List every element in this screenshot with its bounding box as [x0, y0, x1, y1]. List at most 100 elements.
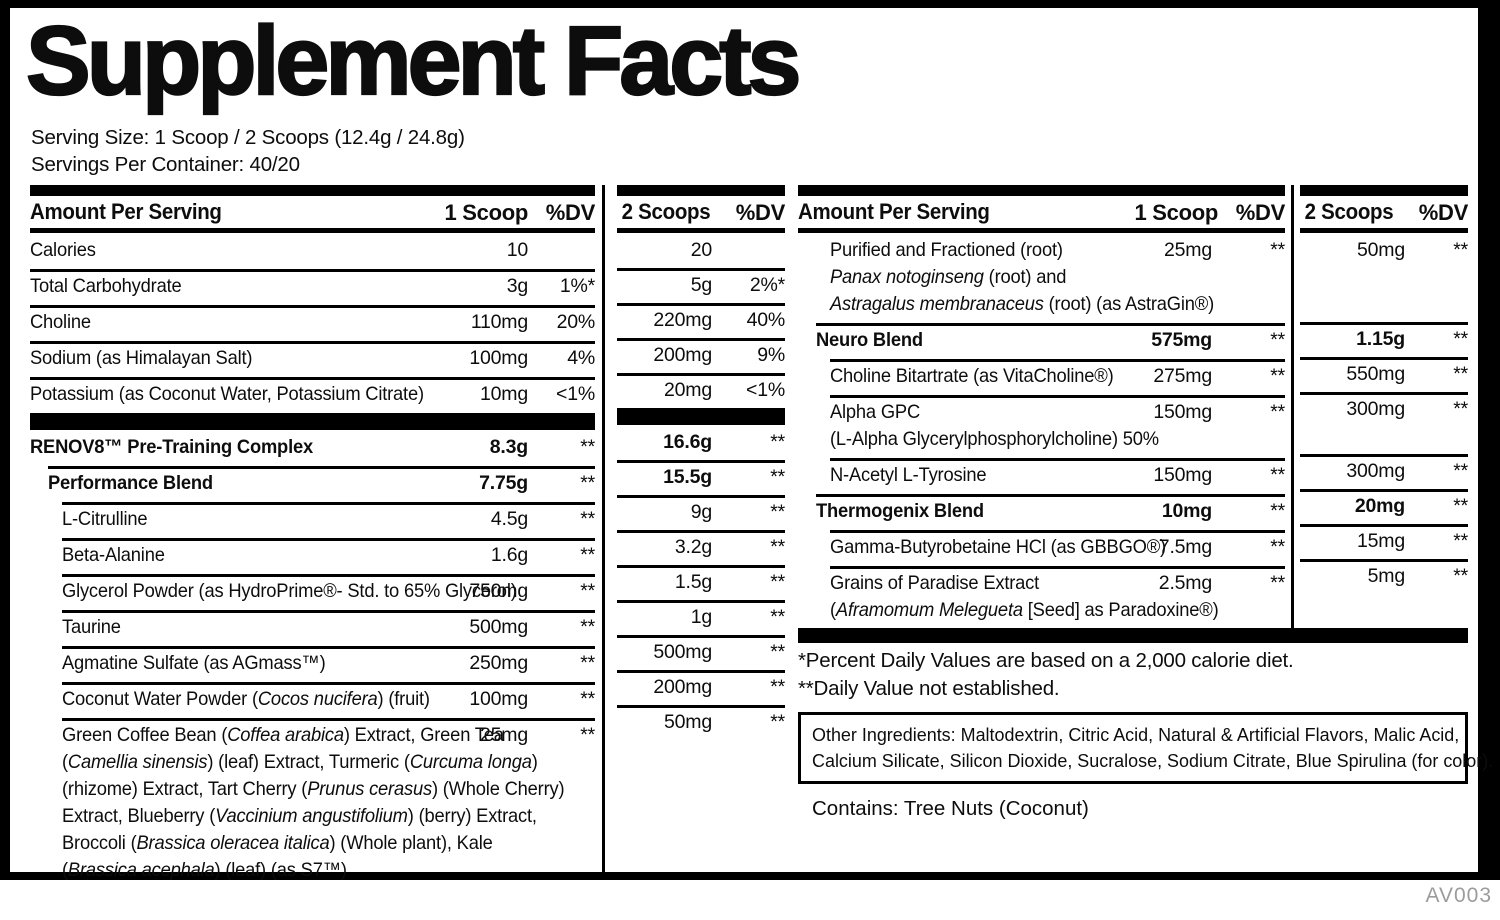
ingredient-text: Coconut Water Powder ( — [62, 688, 258, 710]
table-row: Sodium (as Himalayan Salt) 100mg 4% — [30, 341, 595, 377]
ingredient-text: Agmatine Sulfate (as AGmass™) — [62, 652, 326, 674]
table-row: 20mg <1% — [617, 373, 785, 408]
table-row: Agmatine Sulfate (as AGmass™) 250mg ** — [30, 646, 595, 682]
latin-name: Cocos nucifera — [257, 688, 378, 710]
table-row: 300mg ** — [1300, 454, 1468, 489]
row-divider — [1300, 322, 1468, 325]
header-1-scoop: 1 Scoop — [444, 200, 529, 225]
dv-value: ** — [1270, 464, 1285, 486]
row-divider — [62, 718, 595, 721]
ingredient-text: Purified and Fractioned (root) — [830, 239, 1063, 261]
header-dv: %DV — [545, 200, 596, 225]
amount-value: 10mg — [480, 383, 528, 405]
header-1-scoop: 1 Scoop — [1134, 200, 1219, 225]
dv-value: ** — [770, 676, 785, 698]
row-divider — [62, 682, 595, 685]
dv-value: ** — [580, 508, 595, 530]
latin-name: Brassica acephala — [67, 859, 215, 881]
row-divider — [1300, 489, 1468, 492]
dv-value: 40% — [746, 309, 786, 331]
ingredient-text: Glycerol Powder (as HydroPrime®- Std. to… — [62, 580, 517, 602]
table-row: 200mg ** — [617, 670, 785, 705]
amount-value: 750mg — [469, 580, 528, 602]
amount-value: 3g — [506, 275, 528, 297]
row-divider — [62, 502, 595, 505]
amount-value: 150mg — [1153, 401, 1212, 423]
section-bar — [30, 413, 595, 430]
amount-value: 9g — [690, 501, 712, 523]
ingredient-text: Beta-Alanine — [62, 544, 165, 566]
dv-value: ** — [770, 606, 785, 628]
ingredient-text: Neuro Blend — [816, 329, 923, 351]
amount-value: 1.15g — [1356, 328, 1405, 350]
row-divider — [816, 494, 1285, 497]
dv-value: 4% — [567, 347, 595, 369]
column-divider — [602, 185, 605, 872]
row-divider — [62, 574, 595, 577]
ingredient-name: Sodium (as Himalayan Salt) — [30, 345, 252, 372]
ingredient-text: Thermogenix Blend — [816, 500, 984, 522]
row-divider — [1300, 524, 1468, 527]
amount-value: 4.5g — [490, 508, 528, 530]
amount-value: 250mg — [469, 652, 528, 674]
amount-value: 25mg — [1164, 239, 1212, 261]
header-dv: %DV — [1418, 200, 1469, 225]
ingredient-name: L-Citrulline — [62, 506, 148, 533]
table-row: 15mg ** — [1300, 524, 1468, 559]
row-divider — [30, 305, 595, 308]
row-divider — [1300, 454, 1468, 457]
amount-value: 110mg — [470, 311, 528, 333]
table-row: Choline 110mg 20% — [30, 305, 595, 341]
ingredient-text: Extract, Blueberry ( — [62, 805, 216, 827]
row-divider — [830, 359, 1285, 362]
table-top-bar — [617, 185, 785, 196]
table-row: 1g ** — [617, 600, 785, 635]
ingredient-text: L-Citrulline — [62, 508, 148, 530]
table-row: 16.6g ** — [617, 425, 785, 460]
label-border — [0, 0, 1500, 880]
amount-value: 1.5g — [674, 571, 712, 593]
ingredient-name: Alpha GPC (L-Alpha Glycerylphosphorylchol… — [830, 399, 1159, 453]
table-row: 500mg ** — [617, 635, 785, 670]
amount-value: 8.3g — [489, 436, 528, 458]
latin-name: Camellia sinensis — [67, 751, 208, 773]
row-divider — [830, 458, 1285, 461]
amount-value: 300mg — [1346, 398, 1405, 420]
row-divider — [62, 646, 595, 649]
table-header-row: 2 Scoops %DV — [1300, 196, 1469, 228]
ingredient-text: ) (leaf) (as S7™) — [214, 859, 347, 881]
header-amount-per-serving: Amount Per Serving — [30, 199, 222, 224]
amount-value: 7.75g — [479, 472, 528, 494]
facts-title: Supplement Facts — [25, 6, 803, 115]
ingredient-name: Choline — [30, 309, 91, 336]
table-row: Choline Bitartrate (as VitaCholine®) 275m… — [798, 359, 1285, 395]
table-row: Neuro Blend 575mg ** — [798, 323, 1285, 359]
table-row: Alpha GPC (L-Alpha Glycerylphosphorylchol… — [798, 395, 1285, 458]
ingredient-text: (L-Alpha Glycerylphosphorylcholine) 50% — [830, 428, 1159, 450]
table-row: Green Coffee Bean (Coffea arabica) Extra… — [30, 718, 595, 889]
ingredient-text: ) — [531, 751, 538, 773]
header-rule — [798, 228, 1285, 233]
ingredient-text: Alpha GPC — [830, 401, 921, 423]
ingredient-text: Taurine — [62, 616, 121, 638]
table-row: Purified and Fractioned (root) Panax noto… — [798, 233, 1285, 323]
row-divider — [617, 495, 785, 498]
amount-value: 200mg — [653, 676, 712, 698]
other-ingredients-line: Calcium Silicate, Silicon Dioxide, Sucra… — [812, 750, 1494, 771]
ingredient-name: Glycerol Powder (as HydroPrime®- Std. to… — [62, 578, 517, 605]
ingredient-text: (root) and — [983, 266, 1067, 288]
ingredient-name: Agmatine Sulfate (as AGmass™) — [62, 650, 326, 677]
amount-value: 10mg — [1161, 500, 1212, 522]
dv-value: ** — [1453, 565, 1468, 587]
table-row: Taurine 500mg ** — [30, 610, 595, 646]
dv-value: ** — [1270, 365, 1285, 387]
ingredient-name: Gamma-Butyrobetaine HCl (as GBBGO®) — [830, 534, 1166, 561]
table-row: 5mg ** — [1300, 559, 1468, 594]
row-divider — [617, 565, 785, 568]
dv-value: ** — [1270, 239, 1285, 261]
row-divider — [48, 466, 595, 469]
dv-value: 1%* — [559, 275, 595, 297]
latin-name: Aframomum Melegueta — [835, 599, 1023, 621]
row-divider — [30, 269, 595, 272]
left-2scoops-column: 2 Scoops %DV 20 5g 2%* 220mg 40% 200mg 9% 20mg <1%… — [617, 185, 785, 740]
